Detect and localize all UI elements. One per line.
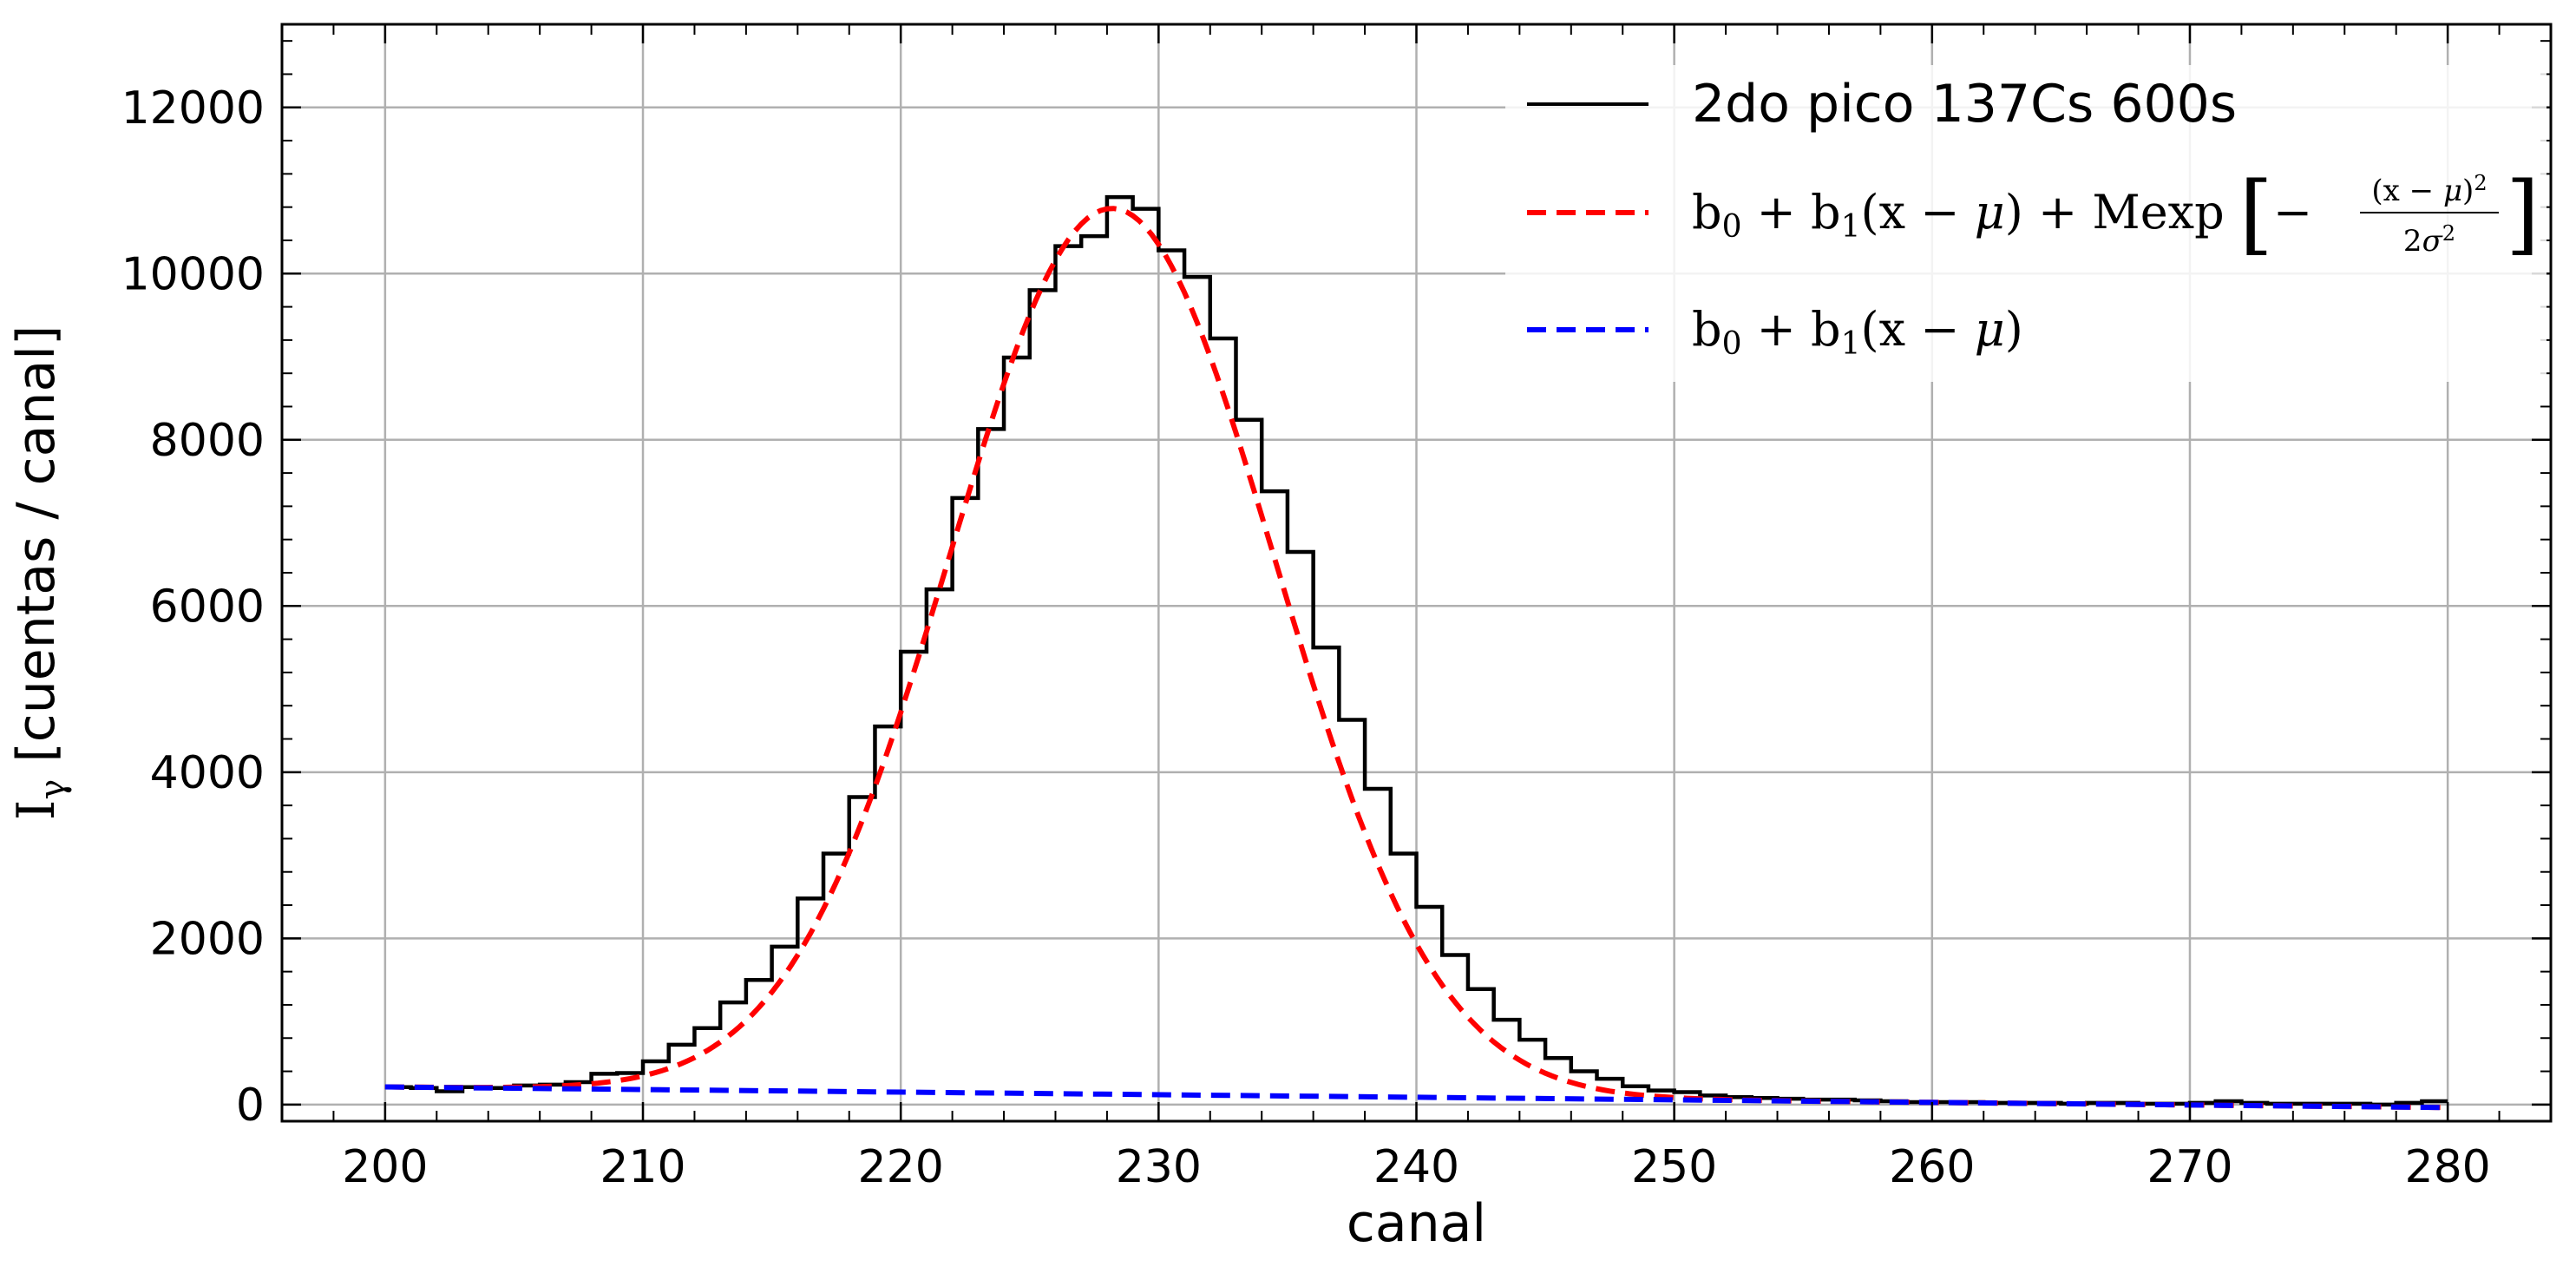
legend-label-histogram: 2do pico 137Cs 600s bbox=[1692, 74, 2237, 135]
x-tick-label: 220 bbox=[858, 1141, 944, 1193]
x-tick-label: 200 bbox=[342, 1141, 428, 1193]
y-tick-label: 10000 bbox=[121, 248, 265, 300]
y-tick-label: 6000 bbox=[150, 581, 265, 633]
y-axis-label: Iγ [cuentas / canal] bbox=[6, 325, 73, 821]
x-tick-label: 260 bbox=[1889, 1141, 1975, 1193]
legend-fraction-numerator: (x − μ)2 bbox=[2371, 171, 2487, 208]
legend-box bbox=[1505, 65, 2547, 382]
y-tick-label: 12000 bbox=[121, 82, 265, 135]
legend-label-gauss-fit: b0 + b1(x − μ) + Mexp [− bbox=[1692, 163, 2312, 265]
linear-background-line bbox=[384, 1084, 2448, 1111]
x-axis-label: canal bbox=[1347, 1193, 1486, 1254]
x-tick-label: 240 bbox=[1373, 1141, 1459, 1193]
x-tick-label: 270 bbox=[2147, 1141, 2232, 1193]
legend: 2do pico 137Cs 600s b0 + b1(x − μ) + Mex… bbox=[1505, 65, 2547, 382]
y-axis-label-subscript: γ bbox=[33, 779, 73, 800]
plot-frame bbox=[280, 23, 2553, 1123]
x-tick-label: 210 bbox=[600, 1141, 685, 1193]
series-layer bbox=[384, 194, 2448, 1111]
y-axis-label-symbol: I bbox=[6, 800, 67, 821]
y-tick-label: 4000 bbox=[150, 747, 265, 799]
legend-label-linear-background: b0 + b1(x − μ) bbox=[1692, 302, 2023, 362]
histogram-step-line bbox=[384, 194, 2448, 1107]
y-tick-label: 0 bbox=[236, 1080, 265, 1132]
x-tick-label: 280 bbox=[2405, 1141, 2491, 1193]
x-tick-label: 250 bbox=[1631, 1141, 1717, 1193]
y-tick-label: 8000 bbox=[150, 415, 265, 467]
tick-labels: 200 210 220 230 240 250 260 270 280 0 2000 4000 6000… bbox=[121, 82, 2491, 1193]
legend-closing-bracket: ] bbox=[2506, 163, 2540, 265]
y-axis-label-text: [cuentas / canal] bbox=[6, 325, 67, 779]
y-tick-label: 2000 bbox=[150, 913, 265, 965]
x-tick-label: 230 bbox=[1116, 1141, 1202, 1193]
